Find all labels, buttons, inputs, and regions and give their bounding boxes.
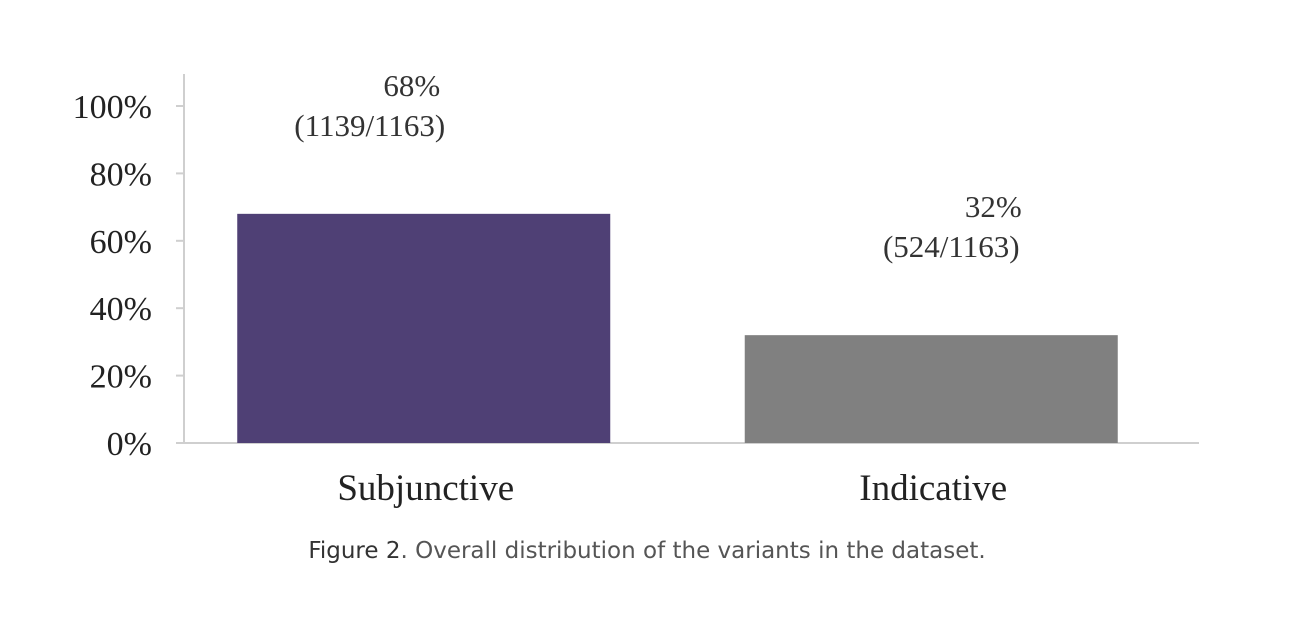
data-label-count: (1139/1163) — [294, 108, 445, 143]
figure-caption: Figure 2. Overall distribution of the va… — [0, 538, 1294, 564]
data-label-percent: 32% — [965, 189, 1022, 224]
y-tick-label: 0% — [107, 426, 152, 463]
y-tick-label: 60% — [90, 224, 152, 261]
bar-subjunctive — [237, 213, 611, 443]
data-labels: 68% (1139/1163) 32% (524/1163) — [294, 68, 1021, 264]
bars — [237, 213, 1118, 443]
bar-chart: 0% 20% 40% 60% 80% 100% 68% (1139/1163) 32% (524… — [73, 68, 1199, 509]
y-axis-ticks: 0% 20% 40% 60% 80% 100% — [73, 89, 184, 463]
bar-indicative — [744, 335, 1118, 443]
caption-lead: Figure 2 — [308, 538, 401, 564]
caption-text: . Overall distribution of the variants i… — [400, 538, 986, 564]
category-label: Indicative — [859, 468, 1007, 509]
y-tick-label: 20% — [90, 359, 152, 396]
y-tick-label: 80% — [90, 156, 152, 193]
category-labels: Subjunctive Indicative — [337, 468, 1007, 509]
data-label-percent: 68% — [383, 68, 440, 103]
category-label: Subjunctive — [337, 468, 514, 509]
y-tick-label: 100% — [73, 89, 152, 126]
y-tick-label: 40% — [90, 291, 152, 328]
data-label-count: (524/1163) — [883, 229, 1020, 264]
